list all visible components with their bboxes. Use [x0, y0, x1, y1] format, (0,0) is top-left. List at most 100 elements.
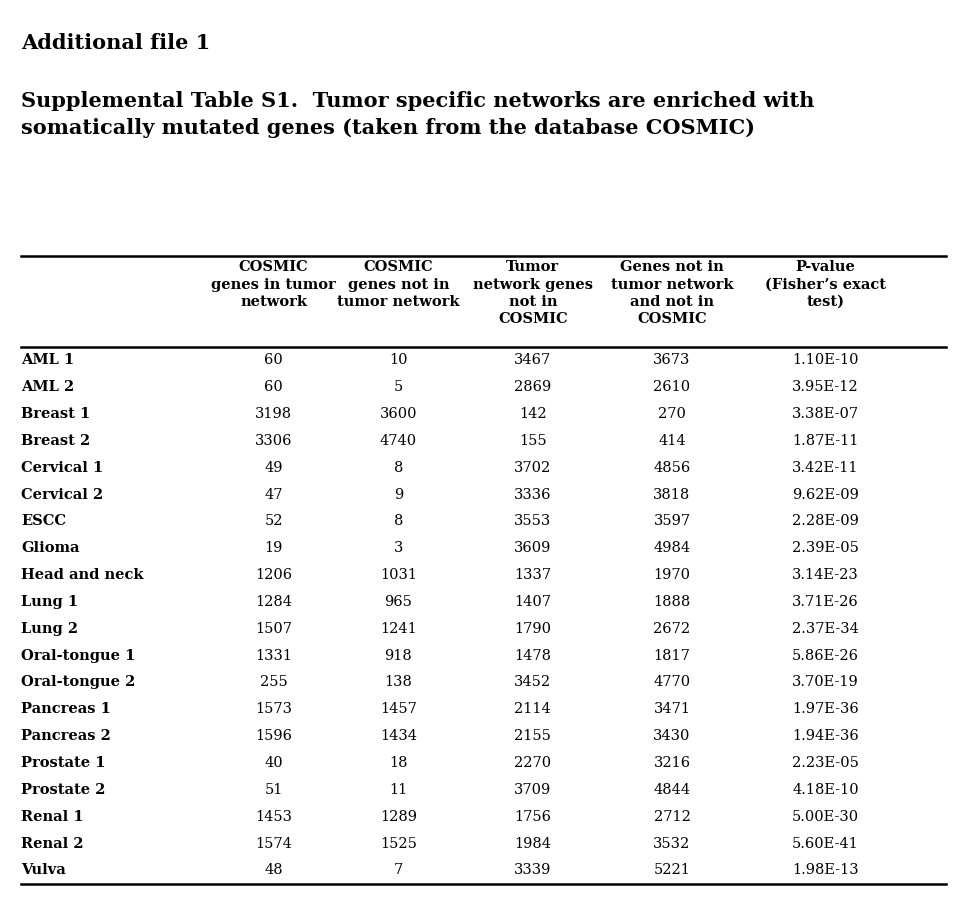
Text: 1337: 1337	[515, 568, 551, 582]
Text: 3673: 3673	[654, 353, 690, 367]
Text: 1457: 1457	[380, 702, 417, 717]
Text: 10: 10	[389, 353, 408, 367]
Text: 3471: 3471	[654, 702, 690, 717]
Text: Prostate 1: Prostate 1	[21, 756, 106, 770]
Text: Renal 1: Renal 1	[21, 810, 84, 824]
Text: COSMIC
genes not in
tumor network: COSMIC genes not in tumor network	[337, 260, 460, 309]
Text: 3452: 3452	[515, 676, 551, 689]
Text: Prostate 2: Prostate 2	[21, 782, 106, 797]
Text: 1817: 1817	[654, 648, 690, 663]
Text: 3.42E-11: 3.42E-11	[792, 461, 859, 475]
Text: 1434: 1434	[380, 729, 417, 743]
Text: 1.10E-10: 1.10E-10	[792, 353, 859, 367]
Text: 4844: 4844	[654, 782, 690, 797]
Text: 4770: 4770	[654, 676, 690, 689]
Text: 1478: 1478	[515, 648, 551, 663]
Text: 19: 19	[264, 541, 283, 555]
Text: Lung 1: Lung 1	[21, 595, 79, 609]
Text: 3467: 3467	[515, 353, 551, 367]
Text: 1790: 1790	[515, 622, 551, 635]
Text: 3216: 3216	[654, 756, 690, 770]
Text: 1756: 1756	[515, 810, 551, 824]
Text: 1407: 1407	[515, 595, 551, 609]
Text: 255: 255	[260, 676, 287, 689]
Text: 7: 7	[394, 864, 403, 877]
Text: 1331: 1331	[255, 648, 292, 663]
Text: Cervical 2: Cervical 2	[21, 488, 104, 501]
Text: Breast 2: Breast 2	[21, 434, 90, 448]
Text: 138: 138	[384, 676, 413, 689]
Text: 5.60E-41: 5.60E-41	[792, 836, 859, 851]
Text: 3818: 3818	[654, 488, 690, 501]
Text: 3198: 3198	[255, 407, 292, 421]
Text: 2.37E-34: 2.37E-34	[792, 622, 859, 635]
Text: Renal 2: Renal 2	[21, 836, 84, 851]
Text: 4740: 4740	[380, 434, 417, 448]
Text: 51: 51	[264, 782, 283, 797]
Text: 3609: 3609	[515, 541, 551, 555]
Text: 4984: 4984	[654, 541, 690, 555]
Text: AML 1: AML 1	[21, 353, 74, 367]
Text: 8: 8	[394, 514, 403, 529]
Text: 414: 414	[659, 434, 685, 448]
Text: Lung 2: Lung 2	[21, 622, 79, 635]
Text: 2.39E-05: 2.39E-05	[792, 541, 859, 555]
Text: 965: 965	[384, 595, 413, 609]
Text: 5.00E-30: 5.00E-30	[792, 810, 859, 824]
Text: 5.86E-26: 5.86E-26	[792, 648, 859, 663]
Text: 3702: 3702	[515, 461, 551, 475]
Text: 3597: 3597	[654, 514, 690, 529]
Text: 3.71E-26: 3.71E-26	[792, 595, 859, 609]
Text: 1206: 1206	[255, 568, 292, 582]
Text: 3600: 3600	[379, 407, 418, 421]
Text: 2712: 2712	[654, 810, 690, 824]
Text: Supplemental Table S1.  Tumor specific networks are enriched with
somatically mu: Supplemental Table S1. Tumor specific ne…	[21, 91, 814, 139]
Text: 1031: 1031	[380, 568, 417, 582]
Text: Oral-tongue 2: Oral-tongue 2	[21, 676, 135, 689]
Text: 2672: 2672	[654, 622, 690, 635]
Text: Oral-tongue 1: Oral-tongue 1	[21, 648, 135, 663]
Text: 48: 48	[264, 864, 283, 877]
Text: 918: 918	[385, 648, 412, 663]
Text: 40: 40	[264, 756, 283, 770]
Text: 3339: 3339	[515, 864, 551, 877]
Text: 3.95E-12: 3.95E-12	[792, 380, 859, 394]
Text: 5: 5	[394, 380, 403, 394]
Text: 3: 3	[394, 541, 403, 555]
Text: 8: 8	[394, 461, 403, 475]
Text: 4856: 4856	[654, 461, 690, 475]
Text: 18: 18	[389, 756, 408, 770]
Text: COSMIC
genes in tumor
network: COSMIC genes in tumor network	[211, 260, 336, 309]
Text: 3553: 3553	[515, 514, 551, 529]
Text: Glioma: Glioma	[21, 541, 80, 555]
Text: 49: 49	[264, 461, 283, 475]
Text: 142: 142	[519, 407, 546, 421]
Text: Head and neck: Head and neck	[21, 568, 144, 582]
Text: 3306: 3306	[254, 434, 293, 448]
Text: 3.38E-07: 3.38E-07	[792, 407, 859, 421]
Text: 1289: 1289	[380, 810, 417, 824]
Text: 1507: 1507	[255, 622, 292, 635]
Text: Cervical 1: Cervical 1	[21, 461, 104, 475]
Text: 3336: 3336	[514, 488, 552, 501]
Text: 1525: 1525	[380, 836, 417, 851]
Text: 52: 52	[264, 514, 283, 529]
Text: 1.98E-13: 1.98E-13	[792, 864, 859, 877]
Text: Vulva: Vulva	[21, 864, 66, 877]
Text: 270: 270	[658, 407, 686, 421]
Text: 1.94E-36: 1.94E-36	[792, 729, 859, 743]
Text: Tumor
network genes
not in
COSMIC: Tumor network genes not in COSMIC	[473, 260, 593, 326]
Text: 1453: 1453	[255, 810, 292, 824]
Text: Genes not in
tumor network
and not in
COSMIC: Genes not in tumor network and not in CO…	[611, 260, 733, 326]
Text: Breast 1: Breast 1	[21, 407, 90, 421]
Text: 1241: 1241	[380, 622, 417, 635]
Text: 3709: 3709	[515, 782, 551, 797]
Text: 1284: 1284	[255, 595, 292, 609]
Text: ESCC: ESCC	[21, 514, 66, 529]
Text: AML 2: AML 2	[21, 380, 74, 394]
Text: 5221: 5221	[654, 864, 690, 877]
Text: 3532: 3532	[654, 836, 690, 851]
Text: Additional file 1: Additional file 1	[21, 33, 210, 53]
Text: P-value
(Fisher’s exact
test): P-value (Fisher’s exact test)	[765, 260, 886, 309]
Text: 4.18E-10: 4.18E-10	[792, 782, 859, 797]
